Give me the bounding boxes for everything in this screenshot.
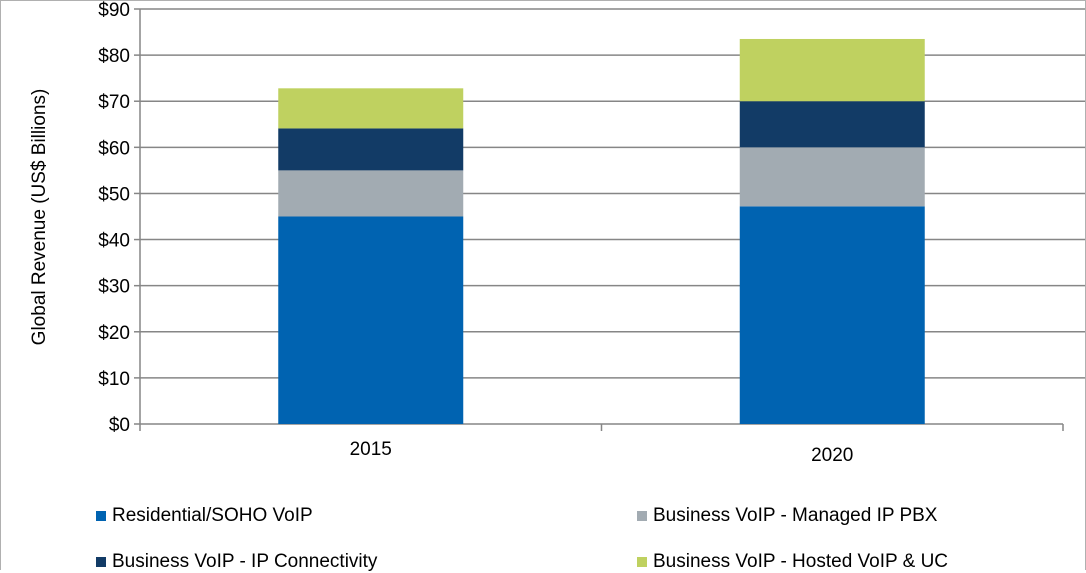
y-tick-label: $70 [98,92,130,113]
bar-segment-2015-3 [278,88,464,129]
legend-item: Residential/SOHO VoIP [96,505,313,527]
x-tick-label: 2020 [811,445,853,466]
bar-segment-2020-3 [739,38,925,102]
legend-label: Business VoIP - Managed IP PBX [653,505,938,526]
y-tick-label: $80 [98,46,130,67]
legend-swatch [96,557,106,567]
bar-segment-2015-0 [278,216,464,424]
legend-item: Business VoIP - IP Connectivity [96,551,377,573]
bar-segment-2020-1 [739,147,925,207]
y-tick-label: $40 [98,231,130,252]
bar-segment-2020-2 [739,101,925,148]
legend-swatch [637,557,647,567]
y-tick-label: $50 [98,184,130,205]
y-tick-label: $0 [109,415,130,436]
bar-segment-2015-2 [278,128,464,171]
y-axis-label: Global Revenue (US$ Billions) [29,89,50,346]
bar-segment-2020-0 [739,206,925,424]
x-tick-label: 2015 [350,439,392,460]
legend-swatch [637,511,647,521]
y-tick-label: $60 [98,138,130,159]
y-tick-label: $20 [98,323,130,344]
legend-item: Business VoIP - Hosted VoIP & UC [637,551,948,573]
y-tick-label: $10 [98,369,130,390]
legend-label: Residential/SOHO VoIP [112,505,313,526]
legend-swatch [96,511,106,521]
bar-segment-2015-1 [278,170,464,217]
y-tick-label: $90 [98,0,130,21]
legend-label: Business VoIP - IP Connectivity [112,551,378,572]
legend-label: Business VoIP - Hosted VoIP & UC [653,551,949,572]
y-tick-label: $30 [98,277,130,298]
legend-item: Business VoIP - Managed IP PBX [637,505,937,527]
